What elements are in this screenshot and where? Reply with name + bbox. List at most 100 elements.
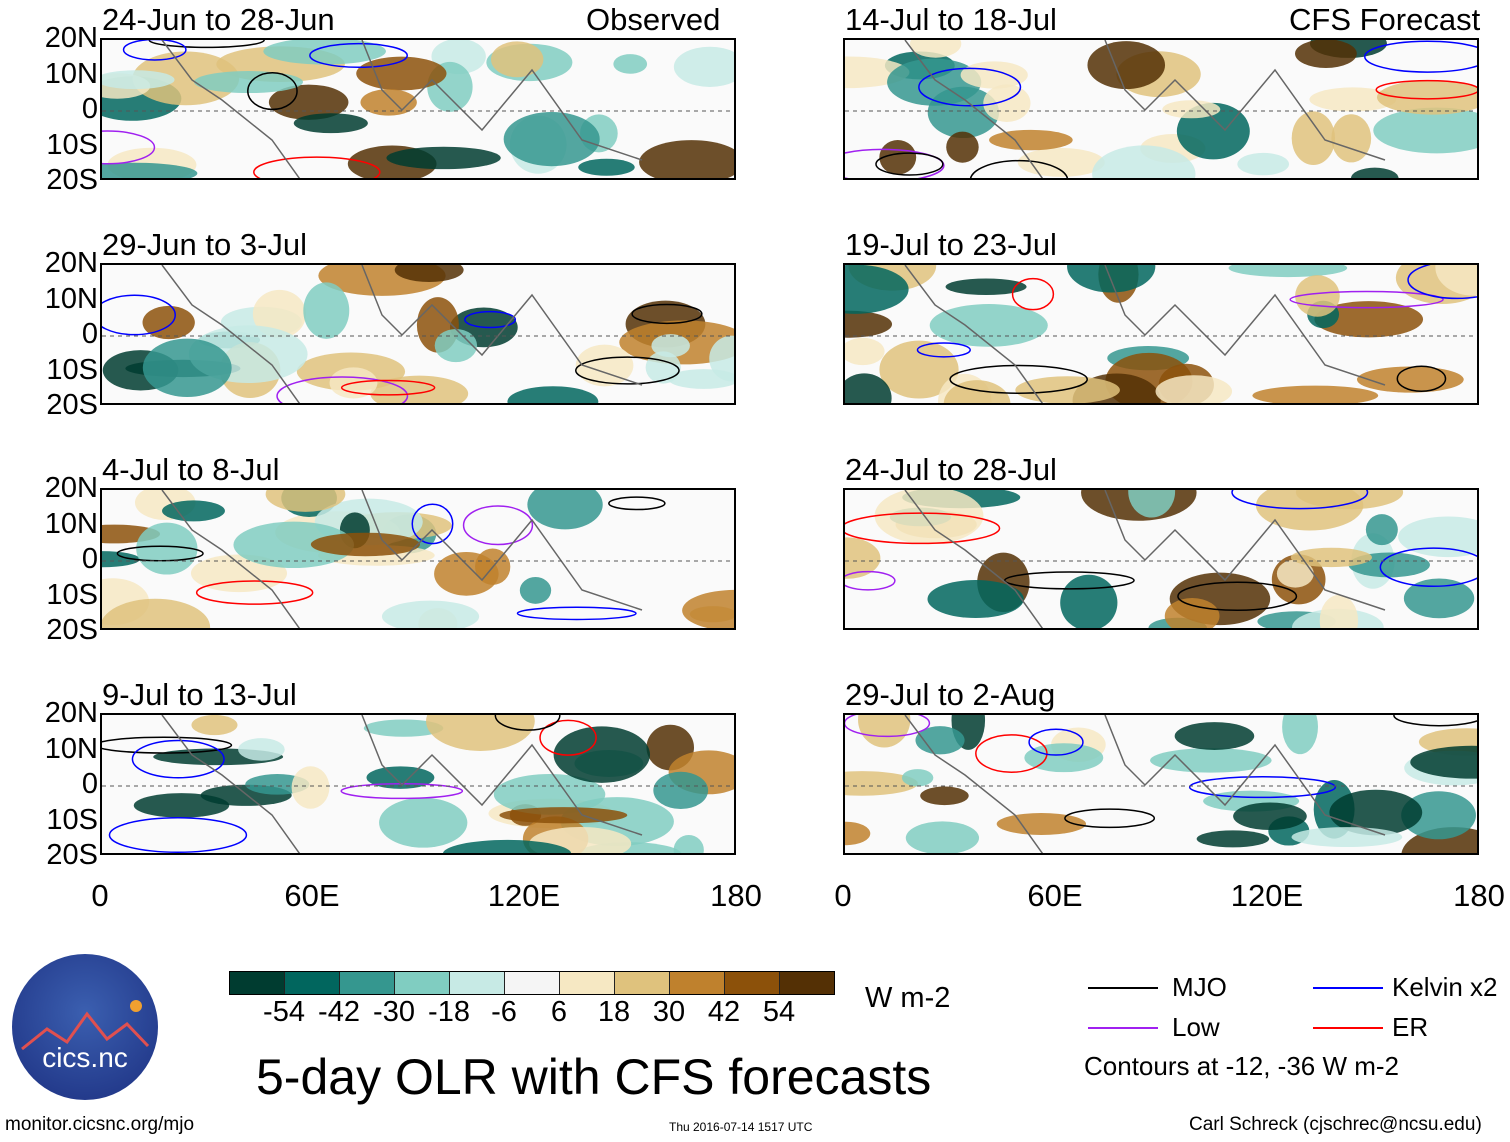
olr-anomaly-blob xyxy=(929,304,1048,347)
olr-anomaly-blob xyxy=(1060,574,1118,628)
olr-anomaly-blob xyxy=(1410,745,1477,779)
colorbar-swatch xyxy=(450,972,505,994)
olr-anomaly-blob xyxy=(1162,100,1221,119)
olr-anomaly-blob xyxy=(673,46,734,87)
olr-anomaly-blob xyxy=(499,807,628,824)
colorbar-level: -30 xyxy=(373,996,415,1028)
olr-anomaly-blob xyxy=(946,131,979,163)
lon-label: 60E xyxy=(1027,878,1083,913)
olr-anomaly-blob xyxy=(553,726,650,783)
colorbar-swatch xyxy=(395,972,450,994)
olr-anomaly-blob xyxy=(1295,275,1340,317)
wave-contour xyxy=(1407,265,1477,300)
wave-contour xyxy=(102,130,156,165)
olr-anomaly-blob xyxy=(132,51,240,106)
legend-mjo-label: MJO xyxy=(1172,972,1227,1002)
wave-contour xyxy=(1003,571,1135,590)
olr-anomaly-blob xyxy=(879,340,959,399)
wave-contour xyxy=(102,736,233,754)
coastline xyxy=(904,490,1044,628)
olr-anomaly-blob xyxy=(293,113,368,134)
lat-label: 10N xyxy=(44,732,98,765)
coastline xyxy=(904,715,1044,853)
panel-title: 9-Jul to 13-Jul xyxy=(102,677,297,712)
wave-contour xyxy=(975,734,1048,773)
olr-map-panel xyxy=(843,713,1479,855)
olr-anomaly-blob xyxy=(575,344,634,387)
olr-anomaly-blob xyxy=(1276,559,1314,588)
lat-label: 20N xyxy=(44,697,98,729)
olr-anomaly-blob xyxy=(858,715,911,748)
olr-anomaly-blob xyxy=(1403,578,1475,619)
coastline xyxy=(161,265,301,403)
footer-credit: Carl Schreck (cjschrec@ncsu.edu) xyxy=(1189,1114,1482,1135)
legend-note: Contours at -12, -36 W m-2 xyxy=(1084,1051,1399,1081)
olr-anomaly-blob xyxy=(651,334,690,358)
olr-anomaly-blob xyxy=(1233,802,1307,831)
olr-anomaly-blob xyxy=(1295,40,1357,68)
olr-anomaly-blob xyxy=(668,369,734,389)
olr-anomaly-blob xyxy=(193,71,304,94)
wave-contour xyxy=(631,303,703,325)
lat-label: 0 xyxy=(81,318,98,350)
olr-anomaly-blob xyxy=(507,386,599,403)
coastline xyxy=(1104,265,1386,386)
olr-anomaly-blob xyxy=(1435,265,1477,296)
olr-anomaly-blob xyxy=(503,111,600,167)
lon-label: 60E xyxy=(284,878,340,913)
olr-anomaly-blob xyxy=(879,140,917,175)
olr-anomaly-blob xyxy=(233,521,355,569)
olr-anomaly-blob xyxy=(381,600,480,628)
wave-contour xyxy=(340,379,436,396)
wave-contour xyxy=(462,505,534,546)
olr-anomaly-blob xyxy=(136,522,198,575)
lat-label: 20S xyxy=(46,614,98,646)
coastline xyxy=(361,40,643,161)
olr-anomaly-blob xyxy=(1401,791,1476,840)
colorbar-level: -42 xyxy=(318,996,360,1028)
olr-anomaly-blob xyxy=(1237,152,1290,176)
olr-anomaly-blob xyxy=(252,289,307,339)
olr-map-panel xyxy=(100,713,736,855)
olr-anomaly-blob xyxy=(578,158,635,176)
legend-er-line xyxy=(1313,1027,1383,1029)
wave-contour xyxy=(949,364,1088,394)
wave-contour xyxy=(1177,581,1298,612)
wave-contour xyxy=(309,42,408,69)
colorbar-units: W m-2 xyxy=(865,982,951,1014)
olr-anomaly-blob xyxy=(142,338,232,398)
lat-label: 0 xyxy=(81,768,98,800)
olr-anomaly-blob xyxy=(1376,80,1477,115)
olr-anomaly-blob xyxy=(1015,376,1120,403)
colorbar xyxy=(229,971,835,995)
olr-anomaly-blob xyxy=(845,337,885,366)
olr-anomaly-blob xyxy=(887,58,982,106)
lat-label: 20N xyxy=(44,22,98,54)
olr-anomaly-blob xyxy=(491,41,544,78)
logo-mountains xyxy=(21,1000,150,1051)
footer-url[interactable]: monitor.cicsnc.org/mjo xyxy=(5,1114,195,1135)
wave-contour xyxy=(253,156,381,178)
olr-anomaly-blob xyxy=(845,821,871,846)
panel-title: 4-Jul to 8-Jul xyxy=(102,452,280,487)
olr-anomaly-blob xyxy=(1228,265,1348,278)
olr-map-panel xyxy=(100,263,736,405)
olr-anomaly-blob xyxy=(673,834,704,853)
olr-anomaly-blob xyxy=(1290,547,1372,568)
lon-label: 180 xyxy=(710,878,762,913)
olr-anomaly-blob xyxy=(1252,385,1379,403)
olr-anomaly-blob xyxy=(1350,167,1399,178)
wave-contour xyxy=(918,67,1022,107)
wave-contour xyxy=(1011,277,1055,311)
olr-anomaly-blob xyxy=(1291,827,1403,848)
lon-label: 0 xyxy=(834,878,852,913)
wave-contour xyxy=(494,715,561,731)
footer-timestamp: Thu 2016-07-14 1517 UTC xyxy=(669,1120,813,1134)
olr-anomaly-blob xyxy=(238,738,285,761)
cics-logo: cics.nc xyxy=(12,954,158,1100)
olr-anomaly-blob xyxy=(133,793,230,818)
lat-label: 0 xyxy=(81,543,98,575)
olr-anomaly-blob xyxy=(519,577,552,604)
wave-contour xyxy=(1393,715,1477,727)
olr-anomaly-blob xyxy=(1155,375,1233,403)
